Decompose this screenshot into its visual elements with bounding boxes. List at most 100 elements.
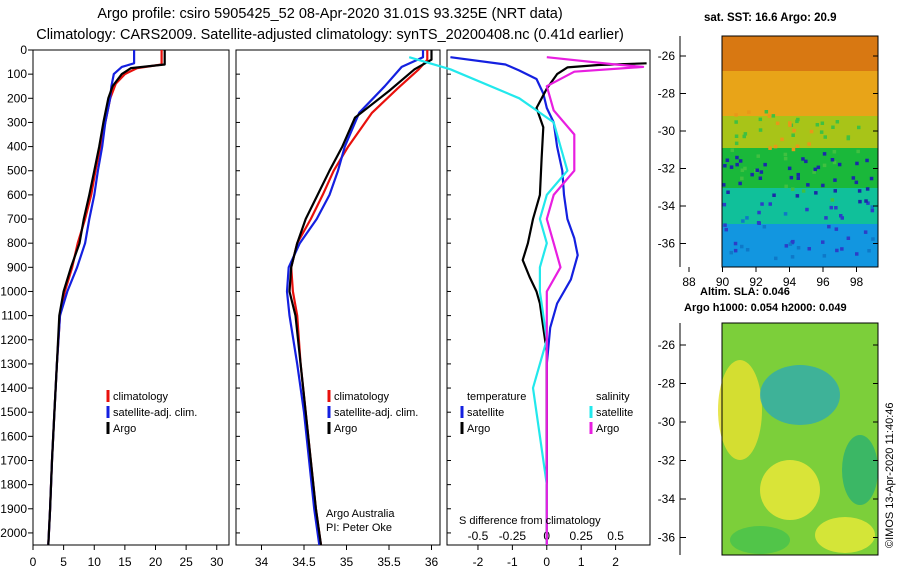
- legend-heading-salinity: salinity: [596, 391, 630, 403]
- sst-pixel: [846, 236, 851, 240]
- x-tick-label: 5: [60, 555, 67, 569]
- legend-label-sal-satellite: satellite: [596, 407, 633, 419]
- annotation-pi: PI: Peter Oke: [326, 522, 392, 534]
- map-lat-label: -26: [658, 338, 676, 352]
- legend-heading-temperature: temperature: [467, 391, 526, 403]
- sst-pixel: [821, 183, 825, 188]
- x-tick-label: 30: [210, 555, 224, 569]
- sla-map-title-2: Argo h1000: 0.054 h2000: 0.049: [684, 302, 847, 314]
- x-tick-label: 35: [340, 555, 354, 569]
- sst-pixel: [840, 216, 844, 220]
- sst-pixel: [796, 172, 800, 177]
- sst-pixel: [758, 117, 763, 122]
- sst-pixel: [865, 187, 870, 191]
- sst-pixel: [747, 110, 751, 114]
- sst-pixel: [824, 216, 828, 220]
- x-tick-label: 35.5: [377, 555, 401, 569]
- sst-pixel: [787, 166, 792, 171]
- sst-band-warm: [722, 36, 878, 71]
- sst-pixel: [788, 121, 792, 125]
- legend-label-climatology: climatology: [334, 391, 390, 403]
- sst-pixel: [735, 162, 739, 167]
- sst-pixel: [827, 224, 831, 229]
- sst-pixel: [806, 183, 810, 187]
- map-lat-label: -36: [658, 237, 676, 251]
- x-tick-label-salinity: 0.5: [607, 529, 624, 543]
- sst-pixel: [743, 166, 747, 171]
- map-lon-label: 88: [682, 275, 696, 289]
- sst-pixel: [791, 147, 796, 152]
- sla-blob: [760, 460, 820, 520]
- sst-pixel: [816, 165, 821, 170]
- sst-pixel: [832, 150, 837, 154]
- sst-pixel: [784, 244, 789, 248]
- sst-pixel: [854, 180, 859, 185]
- sst-pixel: [851, 176, 856, 180]
- sst-pixel: [820, 121, 825, 125]
- map-lat-label: -32: [658, 454, 676, 468]
- sst-pixel: [729, 250, 733, 255]
- sst-pixel: [832, 160, 837, 165]
- x-tick-label: -1: [507, 555, 518, 569]
- chart-title-line1: Argo profile: csiro 5905425_52 08-Apr-20…: [97, 6, 563, 22]
- sst-pixel: [740, 176, 744, 181]
- y-tick-label: 1100: [1, 309, 27, 323]
- x-tick-label-salinity: -0.25: [499, 529, 527, 543]
- sst-pixel: [771, 114, 776, 118]
- sst-pixel: [783, 152, 788, 157]
- y-tick-label: 500: [7, 164, 27, 178]
- map-lat-label: -30: [658, 415, 676, 429]
- sst-pixel: [757, 210, 761, 215]
- sst-pixel: [738, 159, 743, 163]
- sst-band-orange: [722, 71, 878, 116]
- sst-pixel: [804, 159, 808, 164]
- sst-pixel: [758, 128, 763, 132]
- sst-band-yellowgreen: [722, 116, 878, 148]
- sst-pixel: [801, 157, 805, 161]
- sst-pixel: [867, 249, 871, 253]
- y-tick-label: 1200: [0, 333, 27, 347]
- x-tick-label: 1: [578, 555, 585, 569]
- sst-pixel: [809, 129, 814, 134]
- map-lat-label: -28: [658, 87, 676, 101]
- sst-pixel: [796, 176, 800, 180]
- sst-band-cyan: [722, 224, 878, 267]
- x-tick-label: -2: [473, 555, 484, 569]
- series-line-argo: [47, 50, 166, 546]
- sst-pixel: [734, 113, 738, 117]
- y-tick-label: 1000: [0, 284, 27, 298]
- sst-pixel: [864, 199, 868, 203]
- sst-pixel: [741, 219, 745, 223]
- sst-pixel: [774, 256, 778, 261]
- legend-label-temp-satellite: satellite: [467, 407, 504, 419]
- sst-pixel: [835, 248, 839, 253]
- legend-salinity: climatology satellite-adj. clim. Argo Ar…: [326, 390, 418, 534]
- x-tick-label: 20: [149, 555, 163, 569]
- sst-pixel: [871, 237, 875, 241]
- sst-pixel: [870, 208, 875, 213]
- y-tick-label: 900: [7, 260, 27, 274]
- sst-pixel: [814, 191, 818, 195]
- sst-pixel: [857, 189, 862, 193]
- sst-pixel: [734, 134, 739, 138]
- sst-pixel: [805, 207, 809, 212]
- sst-pixel: [801, 189, 806, 193]
- sst-pixel: [834, 206, 838, 210]
- y-tick-label: 1800: [0, 478, 27, 492]
- map-lat-label: -32: [658, 162, 676, 176]
- sla-blob: [760, 365, 840, 425]
- sst-pixel: [755, 168, 759, 172]
- x-tick-label-salinity: 0.25: [570, 529, 594, 543]
- sst-pixel: [788, 123, 792, 127]
- sst-pixel: [759, 170, 764, 174]
- sst-pixel: [773, 144, 778, 149]
- map-lat-label: -30: [658, 124, 676, 138]
- salinity-panel-frame: [235, 49, 441, 546]
- legend-difference: temperature satellite Argo salinity sate…: [459, 391, 633, 527]
- y-tick-label: 1500: [0, 405, 27, 419]
- sst-pixel: [734, 141, 739, 146]
- sst-pixel: [722, 183, 726, 187]
- x-tick-label: 2: [612, 555, 619, 569]
- sst-map: [721, 35, 879, 268]
